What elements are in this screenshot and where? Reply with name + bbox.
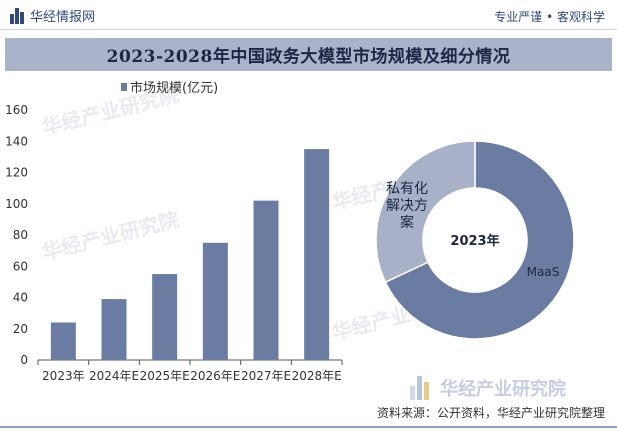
- footer-logo-text: 华经产业研究院: [440, 379, 566, 400]
- y-tick-label: 0: [20, 353, 28, 367]
- x-tick-label: 2028年E: [292, 369, 342, 383]
- footer-logo: 华经产业研究院: [410, 375, 566, 401]
- header-divider: [0, 29, 617, 30]
- page-header: 华经情报网 专业严谨 • 客观科学: [0, 0, 617, 30]
- bar: [50, 322, 76, 360]
- y-tick-label: 60: [13, 259, 28, 273]
- x-tick-label: 2024年E: [89, 369, 139, 383]
- x-tick-label: 2026年E: [190, 369, 240, 383]
- bar: [253, 200, 279, 360]
- source-note: 资料来源：公开资料，华经产业研究院整理: [376, 406, 605, 420]
- header-slogan: 专业严谨 • 客观科学: [494, 10, 605, 24]
- chart-title: 2023-2028年中国政务大模型市场规模及细分情况: [106, 47, 511, 67]
- y-tick-label: 40: [13, 291, 28, 305]
- bar: [152, 274, 178, 360]
- y-tick-label: 140: [5, 134, 28, 148]
- logo-text: 华经情报网: [30, 10, 96, 25]
- bar: [202, 242, 228, 360]
- y-tick-label: 160: [5, 103, 28, 117]
- title-bar: 2023-2028年中国政务大模型市场规模及细分情况: [5, 38, 612, 71]
- slice-label: 私有化解决方案: [386, 181, 428, 231]
- x-tick-label: 2023年: [42, 369, 85, 383]
- legend-label: 市场规模(亿元): [130, 80, 218, 96]
- brand-logo[interactable]: 华经情报网: [10, 6, 95, 25]
- legend-swatch: [121, 83, 127, 91]
- x-tick-label: 2027年E: [241, 369, 291, 383]
- bar: [101, 299, 127, 360]
- y-tick-label: 120: [5, 166, 28, 180]
- y-tick-label: 100: [5, 197, 28, 211]
- donut-slice: [375, 140, 476, 284]
- donut-chart: MaaS 私有化解决方案 2023年: [375, 140, 575, 340]
- x-tick-label: 2025年E: [140, 369, 190, 383]
- bar: [304, 149, 330, 360]
- footer-divider: [0, 426, 617, 428]
- y-tick-label: 20: [13, 322, 28, 336]
- footer-logo-icon: [410, 376, 432, 400]
- donut-center-label: 2023年: [450, 233, 499, 249]
- logo-icon: [10, 7, 24, 24]
- slice-label: MaaS: [527, 265, 560, 279]
- donut-slice: [384, 140, 575, 340]
- y-tick-label: 80: [13, 228, 28, 242]
